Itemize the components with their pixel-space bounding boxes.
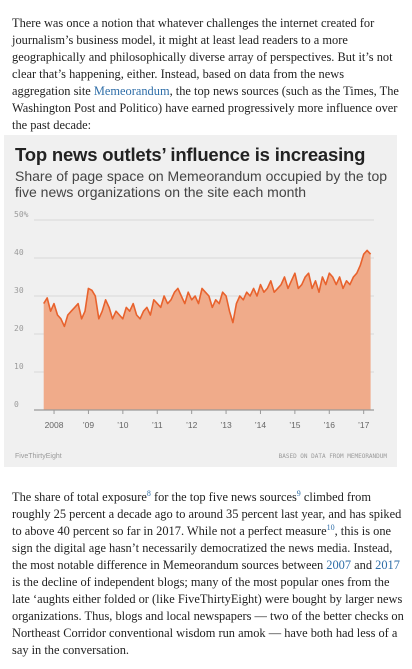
y-tick-label: 50% [14,210,29,219]
y-tick-label: 20 [14,324,24,333]
x-tick-label: ’09 [83,420,95,430]
footnote-ref-8[interactable]: 8 [146,489,151,499]
body-paragraph: The share of total exposure8 for the top… [12,489,404,659]
chart-figure: 50% 40 30 20 10 0 2008 ’09 ’10 ’11 ’12 ’13 ’14 ’15 ’16… [4,135,397,467]
intro-text-1: There was once a notion that whatever ch… [12,16,393,99]
x-tick-label: ’11 [152,420,163,430]
chart-title: Top news outlets’ influence is increasin… [15,144,366,165]
body-text-1: The share of total exposure [12,490,147,505]
series-area [43,250,371,410]
y-tick-label: 40 [14,248,24,257]
body-text-6: is the decline of independent blogs; man… [12,575,404,658]
source-credit: FiveThirtyEight [15,453,62,460]
memeorandum-link[interactable]: Memeorandum [93,84,170,99]
x-tick-label: 2008 [45,420,64,430]
body-text-3: climbed from roughly 25 percent a decade… [12,490,402,539]
x-tick-label: ’14 [255,420,267,430]
body-text-2: for the top five news sources [150,490,297,505]
link-2007[interactable]: 2007 [326,558,352,573]
series-line [43,249,372,328]
x-tick-label: ’13 [220,420,232,430]
x-tick-label: ’10 [117,420,129,430]
intro-text-2: , the top news sources (such as the Time… [12,84,399,133]
chart-plot: 50% 40 30 20 10 0 2008 ’09 ’10 ’11 ’12 ’13 ’14 ’15 ’16… [14,210,374,430]
chart-subtitle: Share of page space on Memeorandum occup… [15,168,388,200]
x-tick-label: ’16 [324,420,336,430]
link-2017[interactable]: 2017 [375,558,400,573]
x-tick-label: ’12 [186,420,198,430]
x-tick-label: ’15 [289,420,301,430]
y-tick-label: 30 [14,286,24,295]
data-source-note: BASED ON DATA FROM MEMEORANDUM [278,453,387,460]
y-tick-label: 0 [14,400,19,409]
body-text-4: , this is one sign the digital age hasn’… [12,524,393,573]
footnote-ref-10[interactable]: 10 [326,523,335,533]
footnote-ref-9[interactable]: 9 [296,489,301,499]
intro-paragraph: There was once a notion that whatever ch… [12,15,404,134]
x-tick-label: ’17 [358,420,370,430]
body-text-5: and [351,558,376,573]
y-tick-label: 10 [14,362,24,371]
